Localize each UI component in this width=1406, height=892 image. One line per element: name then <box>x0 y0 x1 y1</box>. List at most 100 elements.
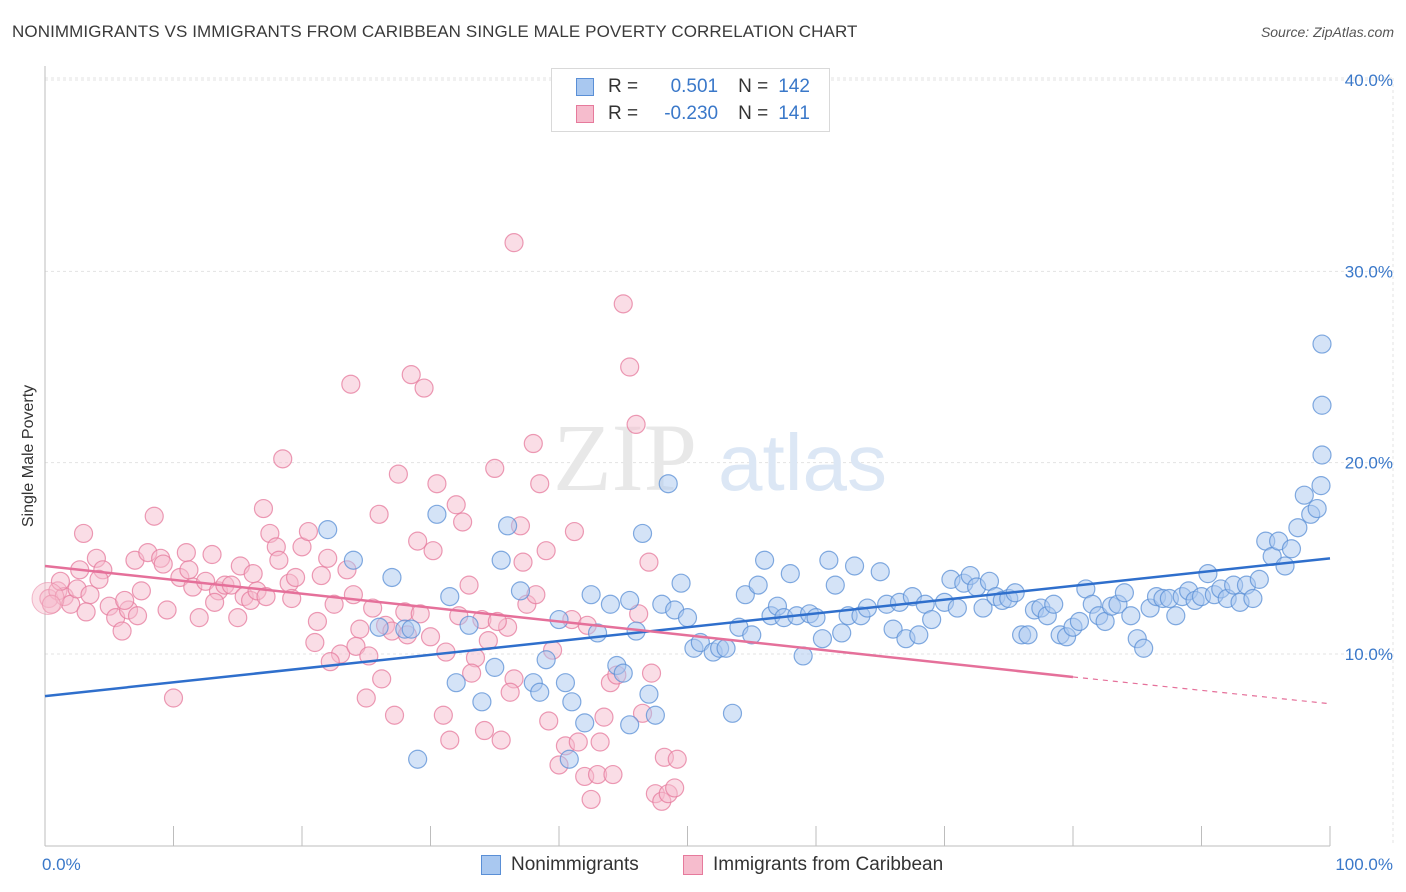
immigrant-point <box>256 586 276 607</box>
series-nonimmigrants-points <box>318 334 1332 769</box>
immigrant-point <box>350 619 370 639</box>
nonimmigrant-point <box>1166 606 1186 626</box>
nonimmigrant-point <box>922 609 942 630</box>
nonimmigrant-point <box>780 564 800 584</box>
chart-title: NONIMMIGRANTS VS IMMIGRANTS FROM CARIBBE… <box>12 22 858 41</box>
immigrant-point <box>408 531 428 551</box>
nonimmigrant-point <box>671 573 691 593</box>
immigrant-point <box>665 778 685 798</box>
legend-r-label: R = <box>608 103 639 124</box>
immigrant-point <box>324 594 344 614</box>
bottom-legend-nonimmigrants[interactable]: Nonimmigrants <box>481 852 639 878</box>
y-tick-label: 20.0% <box>1345 454 1393 473</box>
immigrant-point <box>513 552 533 572</box>
nonimmigrant-point <box>536 650 556 670</box>
immigrant-point <box>427 474 447 494</box>
immigrant-point <box>228 608 248 628</box>
nonimmigrant-point <box>620 590 640 611</box>
immigrant-point <box>189 608 209 628</box>
x-tick-label: 0.0% <box>42 855 81 874</box>
legend-n-label: N = <box>738 103 769 124</box>
immigrant-point <box>269 550 289 570</box>
correlation-legend: R = 0.501 N = 142 R = -0.230 N = 141 <box>551 68 830 132</box>
nonimmigrant-point <box>1281 539 1302 559</box>
immigrant-point <box>73 523 94 544</box>
bottom-legend-immigrants[interactable]: Immigrants from Caribbean <box>683 852 943 878</box>
nonimmigrant-point <box>1114 583 1135 603</box>
nonimmigrant-point <box>639 684 659 704</box>
immigrant-point <box>620 357 640 377</box>
immigrant-point <box>273 449 293 469</box>
nonimmigrant-point <box>472 692 492 712</box>
nonimmigrant-point <box>1288 518 1308 538</box>
legend-swatch-pink <box>576 105 594 123</box>
nonimmigrant-point <box>555 673 576 693</box>
immigrant-point <box>523 433 543 454</box>
nonimmigrant-point <box>735 585 755 605</box>
immigrant-point <box>504 233 524 253</box>
immigrant-point <box>401 365 421 385</box>
nonimmigrant-point <box>819 550 839 570</box>
immigrant-point <box>163 688 184 708</box>
immigrant-point <box>253 498 274 519</box>
immigrant-point <box>603 764 623 785</box>
nonimmigrant-point <box>947 598 967 618</box>
immigrant-point <box>320 652 340 672</box>
immigrant-point <box>153 554 173 574</box>
immigrant-point <box>50 571 71 591</box>
immigrant-point <box>530 474 550 494</box>
immigrant-point <box>115 590 135 611</box>
immigrant-point <box>372 669 392 689</box>
legend-n-value: 141 <box>778 103 810 124</box>
immigrant-point <box>453 512 473 532</box>
nonimmigrant-point <box>1275 556 1295 576</box>
immigrant-point <box>564 521 585 542</box>
nonimmigrant-point <box>825 575 845 595</box>
immigrant-point <box>179 560 199 580</box>
immigrant-point <box>384 705 405 725</box>
trend-lines <box>44 557 1331 705</box>
nonimmigrant-point <box>427 504 447 524</box>
nonimmigrant-point <box>748 575 768 595</box>
nonimmigrant-point <box>530 682 550 702</box>
immigrant-point <box>459 575 479 595</box>
immigrant-point <box>127 606 148 626</box>
immigrant-point <box>112 621 132 641</box>
immigrant-point <box>205 592 225 612</box>
legend-r-value: -0.230 <box>664 103 719 124</box>
nonimmigrant-point <box>401 619 421 639</box>
legend-row-immigrants: R = -0.230 N = 141 <box>576 101 810 127</box>
nonimmigrant-point <box>1307 498 1327 519</box>
immigrant-point <box>446 495 466 515</box>
immigrant-point <box>41 594 62 614</box>
nonimmigrant-point <box>581 585 601 605</box>
immigrant-point <box>536 541 556 561</box>
nonimmigrant-point <box>498 516 518 536</box>
immigrant-point <box>613 294 633 314</box>
nonimmigrant-point <box>459 615 479 635</box>
nonimmigrant-point <box>832 623 852 643</box>
nonimmigrant-point <box>909 625 929 645</box>
nonimmigrant-point <box>491 550 511 570</box>
immigrant-point <box>311 565 331 586</box>
y-tick-label: 40.0% <box>1345 71 1393 90</box>
nonimmigrant-point <box>812 629 833 649</box>
nonimmigrant-point <box>575 713 595 733</box>
immigrant-point <box>356 688 376 708</box>
x-tick-label: 100.0% <box>1335 855 1393 874</box>
nonimmigrant-point <box>716 638 736 658</box>
nonimmigrant-point <box>620 715 640 735</box>
immigrant-point <box>639 552 659 572</box>
immigrant-point <box>346 636 366 656</box>
immigrant-point <box>243 564 263 584</box>
immigrant-point <box>363 598 383 618</box>
nonimmigrant-point <box>645 705 665 725</box>
nonimmigrant-point <box>632 523 653 544</box>
immigrant-point <box>420 627 441 647</box>
immigrant-point <box>305 632 325 653</box>
immigrant-point <box>76 602 96 622</box>
immigrant-point <box>568 732 588 752</box>
legend-n-label: N = <box>738 76 769 97</box>
immigrant-point <box>318 548 338 568</box>
immigrant-point <box>487 611 507 632</box>
